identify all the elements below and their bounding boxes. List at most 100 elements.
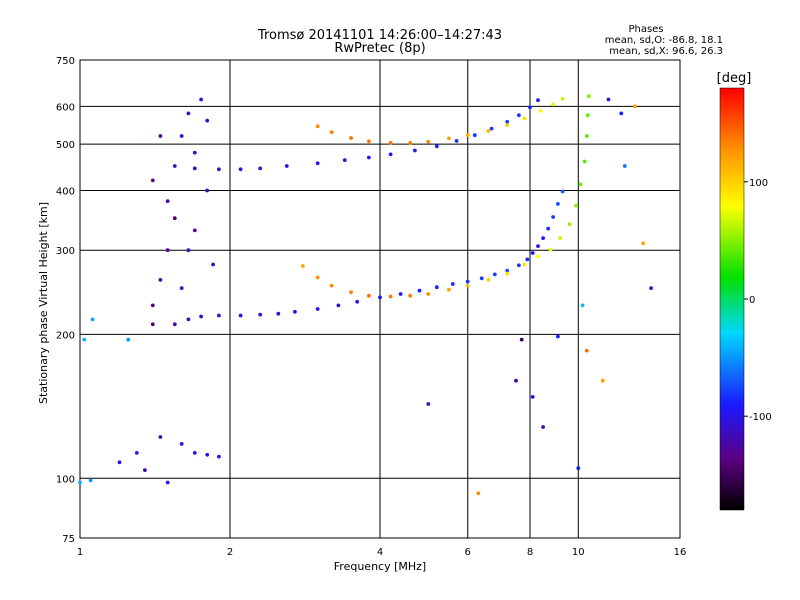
data-point xyxy=(355,299,360,304)
data-point xyxy=(514,378,518,383)
data-point xyxy=(336,303,341,308)
colorbar-tick-label: 0 xyxy=(749,295,755,306)
data-point xyxy=(522,262,527,267)
data-point xyxy=(258,166,263,171)
data-point xyxy=(205,118,210,123)
data-point xyxy=(186,317,191,322)
data-point xyxy=(465,279,470,284)
data-point xyxy=(551,102,555,107)
data-point xyxy=(649,286,653,290)
data-point xyxy=(315,161,320,166)
data-point xyxy=(465,283,470,288)
data-point xyxy=(367,155,371,160)
data-point xyxy=(465,133,470,138)
data-point xyxy=(205,188,210,193)
x-tick-label: 8 xyxy=(527,547,533,558)
data-point xyxy=(408,141,413,145)
y-tick-label: 400 xyxy=(56,186,75,197)
y-tick-label: 500 xyxy=(56,140,75,151)
data-point xyxy=(211,262,216,267)
data-point xyxy=(90,317,95,322)
data-point xyxy=(342,158,347,163)
y-tick-label: 750 xyxy=(56,56,75,67)
data-point xyxy=(165,248,170,253)
data-point xyxy=(117,460,122,465)
data-point xyxy=(192,451,197,455)
colorbar-ticks: 100 0 -100 xyxy=(744,178,772,423)
data-point xyxy=(574,203,578,208)
data-point xyxy=(434,285,439,290)
data-point xyxy=(633,104,637,109)
data-point xyxy=(578,182,583,187)
data-point xyxy=(134,451,139,455)
data-point xyxy=(300,264,305,268)
data-point xyxy=(172,164,177,168)
x-tick-label: 2 xyxy=(227,547,233,558)
axis-ticks: 1 2 4 6 8 10 16 75 100 200 300 400 500 600 750 xyxy=(56,56,686,558)
data-point xyxy=(315,124,320,129)
colorbar xyxy=(719,87,745,511)
data-point xyxy=(417,288,422,293)
data-point xyxy=(172,322,177,327)
data-point xyxy=(619,111,624,116)
data-point xyxy=(143,468,147,472)
data-point xyxy=(258,312,263,317)
data-point xyxy=(585,113,590,118)
data-point xyxy=(126,337,131,342)
data-point xyxy=(472,133,477,138)
data-point xyxy=(538,109,543,113)
data-point xyxy=(536,244,540,249)
data-point xyxy=(150,303,155,308)
data-point xyxy=(398,292,403,296)
data-point xyxy=(179,442,184,446)
data-point xyxy=(584,348,589,353)
colorbar-label: [deg] xyxy=(717,71,752,86)
data-point xyxy=(486,278,491,282)
y-tick-label: 75 xyxy=(62,534,75,545)
data-point xyxy=(450,282,455,286)
data-point xyxy=(426,292,431,296)
data-point xyxy=(541,236,545,241)
data-point xyxy=(556,202,560,206)
data-point xyxy=(78,480,82,485)
data-point xyxy=(586,94,591,99)
data-point xyxy=(388,294,393,299)
data-point xyxy=(641,241,646,246)
data-point xyxy=(199,97,204,102)
data-point xyxy=(519,337,524,342)
data-point xyxy=(582,159,587,164)
x-axis-label: Frequency [MHz] xyxy=(334,560,426,573)
data-point xyxy=(622,164,627,168)
data-point xyxy=(192,166,197,171)
data-point xyxy=(367,139,371,144)
data-point xyxy=(530,251,535,255)
data-point xyxy=(349,290,353,295)
data-point xyxy=(217,454,221,459)
data-point xyxy=(560,96,565,101)
data-point xyxy=(388,152,393,157)
data-point xyxy=(388,141,393,145)
data-point xyxy=(580,303,585,308)
data-point xyxy=(186,248,191,253)
y-tick-label: 300 xyxy=(56,246,75,257)
data-point xyxy=(217,313,221,318)
data-point xyxy=(186,111,191,116)
data-point xyxy=(606,97,611,102)
colorbar-tick-label: 100 xyxy=(749,178,768,189)
data-point xyxy=(378,295,382,300)
data-point xyxy=(479,276,484,281)
data-point xyxy=(192,150,197,155)
phase-stats-o: mean, sd,O: -86.8, 18.1 xyxy=(605,35,723,46)
data-point xyxy=(505,119,510,124)
data-point xyxy=(486,129,491,133)
data-point xyxy=(179,286,184,290)
data-point xyxy=(408,293,413,298)
data-point xyxy=(522,116,527,121)
data-point xyxy=(217,167,221,172)
phase-stats-x: mean, sd,X: 96.6, 26.3 xyxy=(609,46,723,57)
x-tick-label: 16 xyxy=(674,547,687,558)
data-point xyxy=(558,236,563,241)
data-point xyxy=(505,123,510,127)
data-point xyxy=(293,309,297,314)
data-point xyxy=(172,216,177,221)
